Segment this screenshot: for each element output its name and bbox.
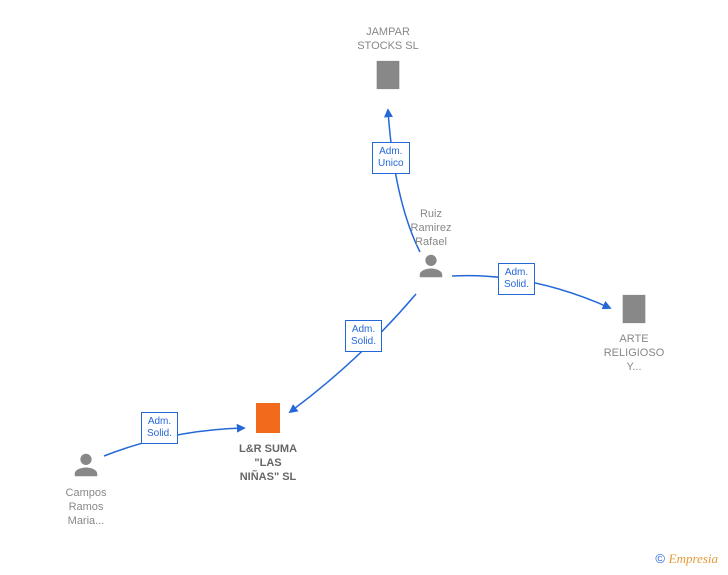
edge-label-ruiz-lrsuma: Adm. Solid.: [345, 320, 382, 352]
node-label: Campos: [56, 487, 116, 501]
person-icon: [416, 251, 446, 286]
diagram-canvas: Adm. Unico Adm. Solid. Adm. Solid. Adm. …: [0, 0, 728, 575]
node-lrsuma[interactable]: L&R SUMA "LAS NIÑAS" SL: [230, 400, 306, 484]
node-label: Ramos: [56, 501, 116, 515]
edge-label-line: Solid.: [147, 428, 172, 439]
node-campos[interactable]: Campos Ramos Maria...: [56, 450, 116, 528]
node-label: Ramirez: [402, 222, 460, 236]
node-label: Rafael: [402, 236, 460, 250]
node-label: Ruiz: [402, 208, 460, 222]
edge-ruiz-lrsuma: [290, 294, 416, 412]
edge-label-line: Adm.: [379, 146, 402, 157]
node-label: L&R SUMA: [230, 443, 306, 457]
node-label: STOCKS SL: [352, 40, 424, 54]
watermark-text: Empresia: [669, 551, 718, 566]
edge-label-campos-lrsuma: Adm. Solid.: [141, 412, 178, 444]
edge-label-line: Adm.: [352, 324, 375, 335]
building-icon: [617, 292, 651, 331]
node-label: ARTE: [598, 333, 670, 347]
node-label: JAMPAR: [352, 26, 424, 40]
node-label: Y...: [598, 361, 670, 375]
edge-label-ruiz-arte: Adm. Solid.: [498, 263, 535, 295]
edge-label-ruiz-jampar: Adm. Unico: [372, 142, 410, 174]
node-ruiz[interactable]: Ruiz Ramirez Rafael: [402, 208, 460, 286]
building-icon: [371, 58, 405, 97]
watermark: © Empresia: [655, 551, 718, 567]
node-label: NIÑAS" SL: [230, 471, 306, 485]
edge-label-line: Adm.: [505, 267, 528, 278]
node-arte[interactable]: ARTE RELIGIOSO Y...: [598, 292, 670, 374]
building-icon: [250, 400, 286, 441]
edge-label-line: Adm.: [148, 416, 171, 427]
node-label: RELIGIOSO: [598, 347, 670, 361]
edge-label-line: Solid.: [351, 336, 376, 347]
copyright-symbol: ©: [655, 551, 665, 566]
edge-label-line: Unico: [378, 158, 404, 169]
node-jampar[interactable]: JAMPAR STOCKS SL: [352, 26, 424, 97]
edge-label-line: Solid.: [504, 279, 529, 290]
node-label: "LAS: [230, 457, 306, 471]
node-label: Maria...: [56, 515, 116, 529]
person-icon: [71, 450, 101, 485]
